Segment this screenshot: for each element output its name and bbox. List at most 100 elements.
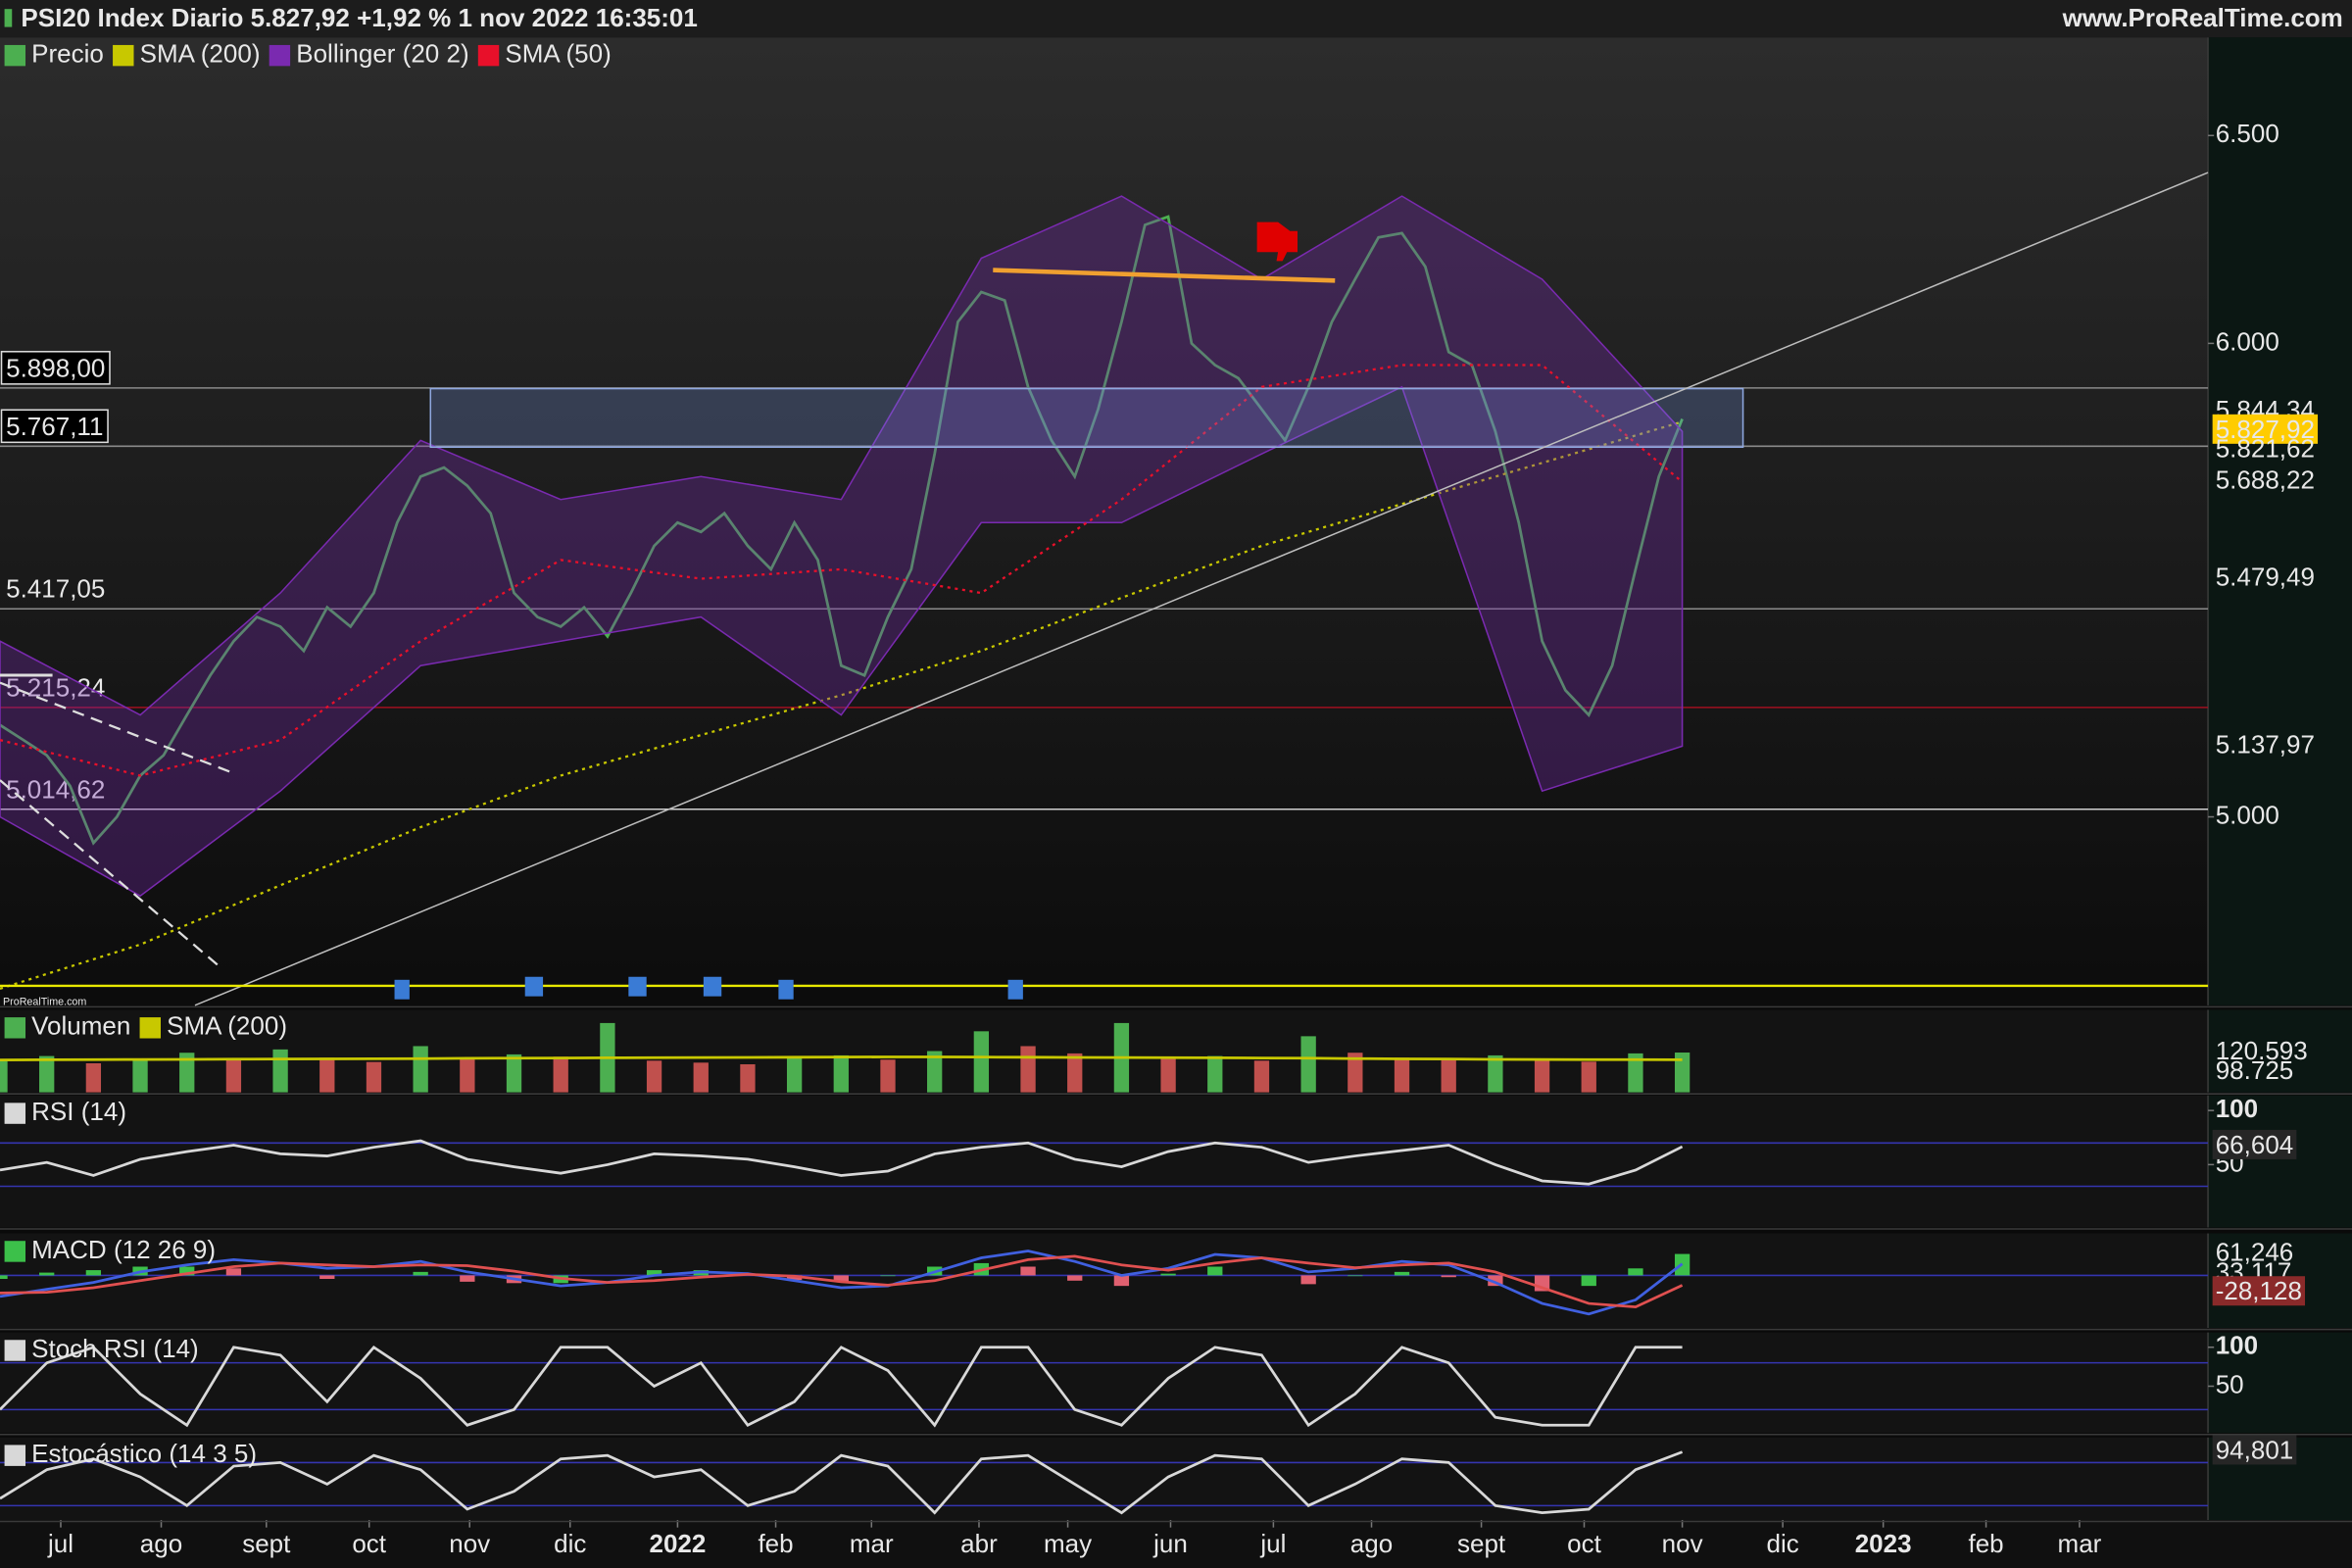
bar [85,1270,102,1276]
x-tick-label: 2023 [1855,1529,1912,1558]
bar [1394,1057,1410,1093]
bar [646,1270,662,1276]
bar [179,1266,195,1276]
series-line [0,1345,1683,1428]
bar [0,1060,8,1093]
legend-swatch [4,1445,26,1466]
series-line [0,215,1684,846]
bar [1020,1046,1036,1093]
bar [833,1275,849,1282]
trend-line [194,172,2209,1006]
value-label: 5.827,92 [2216,415,2315,444]
bar [85,1062,102,1093]
bar [1067,1275,1083,1281]
panel-bg [0,1437,2209,1521]
legend-swatch [113,44,134,67]
bar [0,1275,8,1280]
legend-swatch [269,44,291,67]
legend-swatch [4,1102,26,1124]
x-tick-label: mar [850,1529,894,1558]
legend-label: Bollinger (20 2) [296,39,468,69]
bar [366,1061,382,1093]
bar [506,1054,522,1093]
bar [1581,1061,1596,1093]
bar [1674,1053,1690,1093]
value-label: 66,604 [2216,1130,2294,1159]
level-label: 5.767,11 [6,412,103,441]
level-label: 5.898,00 [6,353,105,382]
legend-swatch [4,1017,26,1039]
x-tick-label: feb [758,1529,793,1558]
legend-label: RSI (14) [31,1097,126,1126]
bar [272,1049,288,1093]
bar [1160,1273,1176,1276]
bar [1300,1275,1316,1285]
legend-label: Stoch RSI (14) [31,1334,199,1363]
bar [693,1062,709,1093]
bar [1628,1268,1643,1276]
value-label: -28,128 [2216,1276,2302,1305]
bar [927,1051,943,1093]
event-icon [628,976,647,997]
event-icon [524,976,544,997]
bar [786,1057,803,1093]
legend-swatch [4,1340,26,1361]
axis-bg [2208,37,2352,1005]
axis-bg [2208,1095,2352,1228]
bar [646,1060,662,1093]
value-label: 5.688,22 [2216,466,2315,495]
panel-bg [0,37,2209,1005]
watermark: ProRealTime.com [3,997,86,1008]
label-bg [2212,1129,2297,1159]
series-line [0,1055,1683,1061]
bar [413,1271,428,1276]
bar [1441,1275,1456,1278]
bar [1441,1059,1456,1093]
bollinger-band [0,195,1684,898]
layers: 5.898,005.767,115.417,055.215,245.014,62… [0,37,2352,1558]
panel-bg [0,1332,2209,1434]
x-tick-label: 2022 [649,1529,706,1558]
dashed-line [0,779,219,966]
bar [1020,1266,1036,1276]
value-label: 5.821,62 [2216,434,2315,464]
bar [413,1046,428,1093]
bar [225,1268,242,1276]
bar [1113,1275,1130,1287]
x-tick-label: jul [47,1529,74,1558]
bar [1207,1266,1223,1276]
axis-bg [2208,1009,2352,1093]
legend-label: Volumen [31,1011,130,1041]
legend-swatch [139,1017,161,1039]
bar [1300,1036,1316,1093]
bar [1581,1275,1596,1287]
bar [1534,1058,1550,1093]
bar [225,1059,242,1093]
label-bg [2212,1435,2297,1465]
y-tick-label: 100 [2216,1094,2258,1123]
bar [319,1057,335,1093]
bar [880,1275,896,1277]
legend-label: SMA (200) [140,39,261,69]
source: www.ProRealTime.com [2062,3,2343,32]
bar [1628,1053,1643,1093]
bar [179,1053,195,1093]
level-label-box [0,409,109,444]
label-bg [2212,1276,2306,1306]
event-icon [703,976,722,997]
x-tick-label: ago [140,1529,182,1558]
bar [1488,1054,1503,1093]
bar [1067,1053,1083,1093]
x-tick-label: abr [960,1529,998,1558]
zone-box [429,387,1744,449]
series-line [0,1450,1684,1515]
header-icon [4,9,13,27]
bar [740,1064,756,1093]
y-tick-label: 6.000 [2216,326,2279,356]
y-tick-label: 5.000 [2216,800,2279,829]
thumb-down-icon [1256,221,1298,262]
value-label: 120.593 [2216,1036,2308,1065]
panel-bg [0,1095,2209,1228]
